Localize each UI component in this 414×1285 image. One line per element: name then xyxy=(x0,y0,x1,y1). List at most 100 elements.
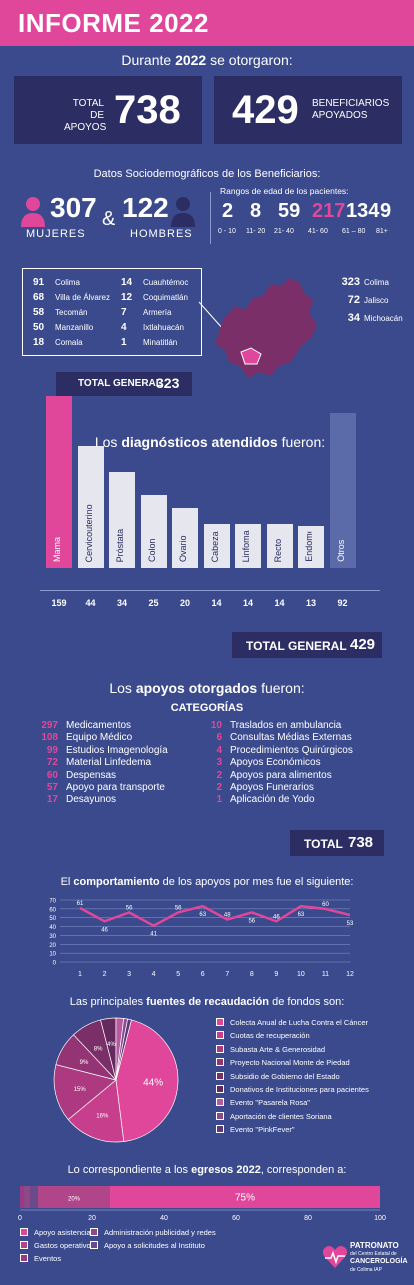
estado-name: Jalisco xyxy=(364,296,389,305)
comportamiento-pre: El xyxy=(60,876,71,888)
x-tick-label: 0 xyxy=(18,1215,22,1222)
x-tick-label: 80 xyxy=(304,1215,312,1222)
x-tick-label: 5 xyxy=(176,971,180,978)
apoyos-post: fueron: xyxy=(261,680,305,696)
categoria-value: 17 xyxy=(46,794,58,806)
ampersand: & xyxy=(102,208,116,230)
hbar-segment xyxy=(110,1186,380,1208)
categoria-value: 297 xyxy=(41,720,58,731)
categoria-name: Traslados en ambulancia xyxy=(230,720,342,731)
hombres-value: 122 xyxy=(122,192,169,223)
egresos-legend: Apoyo asistencial Gastos operativos Evento… xyxy=(20,1228,310,1268)
categoria-name: Despensas xyxy=(66,769,117,781)
municipio-name: Ixtlahuacán xyxy=(143,323,184,332)
legend-swatch xyxy=(216,1058,224,1067)
age-value: 217 xyxy=(312,200,346,222)
categoria-value: 99 xyxy=(46,744,58,756)
legend-item: Gastos operativos xyxy=(20,1241,94,1250)
egresos-post: , corresponden a: xyxy=(260,1164,347,1176)
legend-label: Colecta Anual de Lucha Contra el Cáncer xyxy=(230,1018,369,1027)
logo-line-2: del Centro Estatal de xyxy=(350,1251,397,1257)
egresos-chart: 20% 75% 0 20 40 60 80 100 xyxy=(18,1186,386,1222)
y-tick-label: 70 xyxy=(49,899,56,905)
age-value: 9 xyxy=(380,200,392,222)
legend-label: Proyecto Nacional Monte de Piedad xyxy=(230,1058,350,1068)
x-tick-label: 10 xyxy=(297,971,305,978)
hbar-label: 75% xyxy=(235,1193,255,1204)
hbar-segment xyxy=(38,1186,110,1208)
categoria-value: 6 xyxy=(216,732,222,744)
x-tick-label: 7 xyxy=(225,971,229,978)
categoria-item: 6 Consultas Médias Externas xyxy=(202,732,351,744)
municipio-item: 58 Tecomán xyxy=(33,307,87,318)
intro-year: 2022 xyxy=(175,52,207,68)
apoyos-pre: Los xyxy=(109,680,132,696)
total-apoyos-final-box: TOTAL 738 xyxy=(290,830,384,856)
intro-post: se otorgaron: xyxy=(210,52,293,68)
x-tick-label: 3 xyxy=(127,971,131,978)
categoria-name: Estudios Imagenología xyxy=(66,744,168,756)
woman-icon xyxy=(20,195,46,232)
municipio-value: 68 xyxy=(33,292,45,303)
categoria-value: 72 xyxy=(46,757,58,769)
diagnosticos-post: fueron: xyxy=(281,434,326,450)
fuentes-bold: fuentes de recaudación xyxy=(146,996,270,1008)
mujeres-label: MUJERES xyxy=(26,228,86,240)
diagnosticos-heading: Los diagnósticos atendidos fueron: xyxy=(60,434,360,450)
total-general-2-value: 429 xyxy=(350,636,376,653)
categoria-item: 297 Medicamentos xyxy=(38,720,131,731)
total-general-1-value: 323 xyxy=(156,375,180,391)
legend-item: Proyecto Nacional Monte de Piedad xyxy=(216,1058,350,1067)
diagnostico-value: 14 xyxy=(242,598,253,608)
categoria-value: 3 xyxy=(216,757,222,769)
line-series xyxy=(79,904,351,928)
categorias-right: 10 Traslados en ambulancia 6 Consultas Médi… xyxy=(202,720,402,820)
municipios-box: 91 Colima 68 Villa de Álvarez 58 Tecomán 50 Man… xyxy=(22,268,202,356)
legend-item: Administración publicidad y redes xyxy=(90,1228,216,1237)
municipio-name: Comala xyxy=(55,338,83,347)
x-tick-label: 11 xyxy=(322,971,329,978)
municipio-name: Tecomán xyxy=(55,308,88,317)
categoria-item: 108 Equipo Médico xyxy=(38,732,132,743)
categoria-item: 4 Procedimientos Quirúrgicos xyxy=(202,745,352,756)
municipio-item: 50 Manzanillo xyxy=(33,322,93,333)
diagnostico-value: 34 xyxy=(116,598,127,608)
x-tick-label: 9 xyxy=(274,971,278,978)
age-value: 2 xyxy=(222,200,234,222)
legend-swatch xyxy=(20,1228,28,1236)
categoria-name: Desayunos xyxy=(66,794,117,806)
categoria-name: Material Linfedema xyxy=(66,757,152,769)
pie-label: 4% xyxy=(107,1042,116,1048)
total-general-1-box: TOTAL GENERAL 323 xyxy=(56,372,192,396)
legend-item: Evento "Pasarela Rosa" xyxy=(216,1098,310,1107)
beneficiarios-label-1: BENEFICIARIOS xyxy=(312,98,390,109)
categoria-name: Equipo Médico xyxy=(66,732,133,744)
municipio-item: 91 Colima xyxy=(33,277,80,288)
legend-swatch xyxy=(216,1111,224,1120)
beneficiarios-value: 429 xyxy=(232,88,299,132)
diagnostico-value: 92 xyxy=(337,598,348,608)
diagnostico-bar xyxy=(203,523,230,568)
diagnostico-value: 44 xyxy=(85,598,96,608)
legend-swatch xyxy=(20,1254,28,1262)
municipio-name: Colima xyxy=(55,278,80,287)
data-label: 41 xyxy=(150,932,157,938)
estado-item: 72 Jalisco xyxy=(334,294,389,306)
fuentes-pie-chart: 44% 16% 15% 9% 8% 4% xyxy=(53,1017,179,1143)
municipio-value: 58 xyxy=(33,307,45,318)
municipio-value: 18 xyxy=(33,337,45,348)
age-value: 59 xyxy=(278,200,301,222)
pie-label: 9% xyxy=(80,1060,89,1066)
categoria-name: Aplicación de Yodo xyxy=(230,794,315,806)
diagnostico-label: Cabeza y cuello xyxy=(209,529,220,562)
pie-slice xyxy=(115,1018,132,1081)
municipio-item: 18 Comala xyxy=(33,337,83,348)
socio-heading: Datos Sociodemográficos de los Beneficia… xyxy=(93,168,321,180)
diagnostico-label: Mama xyxy=(52,536,62,562)
age-range: 21- 40 xyxy=(274,228,294,235)
apoyos-heading: Los apoyos otorgados fueron: xyxy=(0,680,414,696)
diagnostico-bar xyxy=(298,526,324,568)
age-value: 8 xyxy=(250,200,262,222)
y-tick-label: 0 xyxy=(53,961,57,967)
apoyos-bold: apoyos otorgados xyxy=(135,680,258,696)
